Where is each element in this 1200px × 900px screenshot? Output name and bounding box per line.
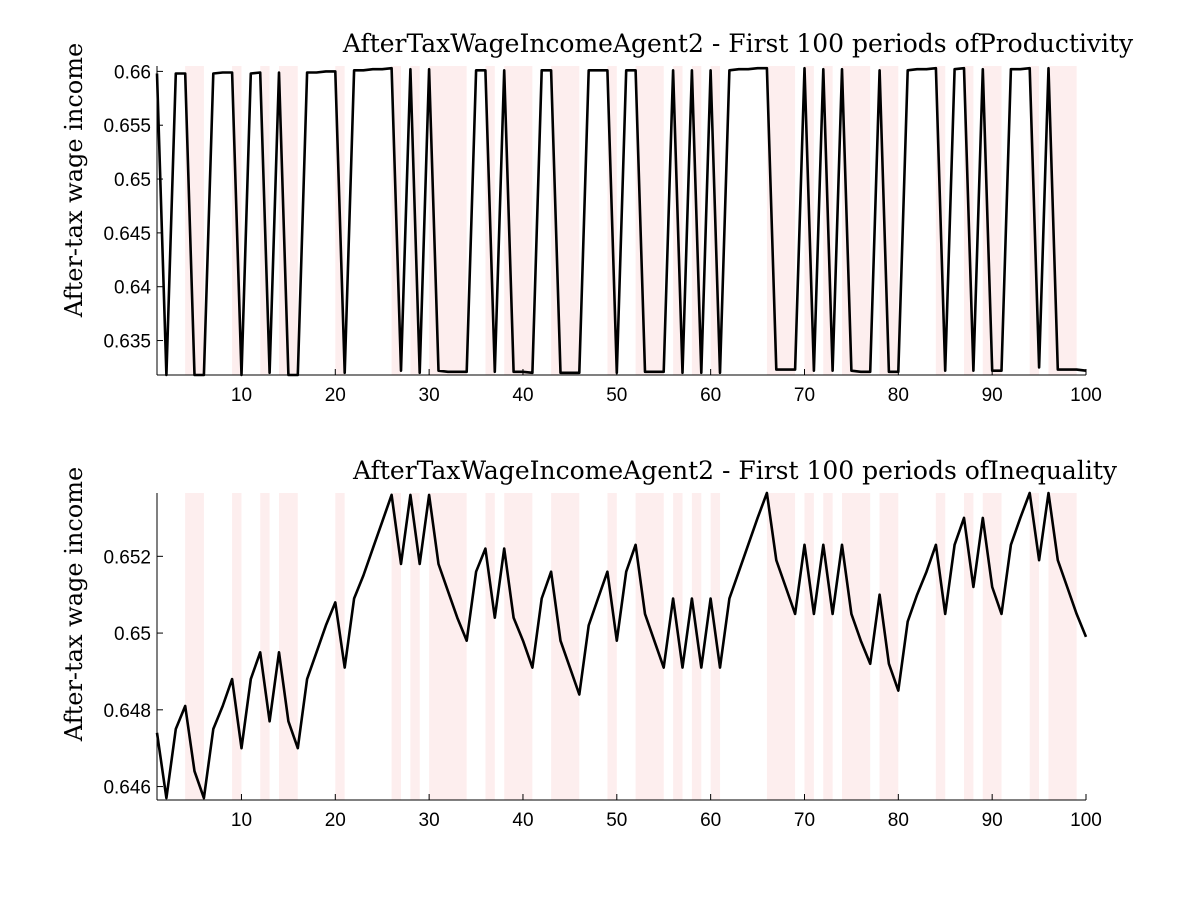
y-tick-label: 0.646 [103, 778, 151, 799]
chart-title: AfterTaxWageIncomeAgent2 - First 100 per… [352, 456, 1118, 485]
shaded-period-band [842, 493, 871, 800]
shaded-period-band [410, 493, 420, 800]
shaded-period-band [823, 493, 833, 800]
shaded-period-band [879, 66, 899, 375]
shaded-period-band [691, 493, 702, 800]
x-tick-label: 50 [606, 385, 627, 406]
axes: 10 20 30 40 50 60 70 80 90 100 0.646 0.648 0.65 0.652 [103, 493, 1102, 831]
shaded-period-band [485, 493, 495, 800]
x-tick-label: 100 [1070, 810, 1102, 831]
x-tick-label: 70 [794, 810, 815, 831]
y-tick-label: 0.65 [114, 170, 151, 191]
shaded-period-band [879, 493, 899, 800]
x-tick-label: 90 [982, 385, 1003, 406]
shaded-period-band [232, 493, 242, 800]
x-tick-label: 40 [512, 385, 533, 406]
y-tick-label: 0.66 [114, 62, 151, 83]
series-layer [155, 66, 1087, 377]
shaded-period-band [1029, 493, 1040, 800]
shaded-period-band [185, 493, 204, 800]
shaded-period-band [710, 493, 721, 800]
x-tick-label: 40 [512, 810, 533, 831]
shaded-period-band [335, 493, 345, 800]
series-line [155, 491, 1088, 800]
x-tick-label: 30 [419, 810, 440, 831]
series-layer [155, 491, 1088, 800]
y-tick-label: 0.648 [103, 701, 151, 722]
x-tick-label: 20 [325, 385, 346, 406]
shaded-period-band [185, 66, 204, 375]
shaded-period-band [673, 493, 683, 800]
axes: 10 20 30 40 50 60 70 80 90 100 0.635 0.64 0.645 0.65 0… [103, 62, 1101, 406]
x-tick-label: 60 [700, 810, 721, 831]
x-tick-label: 90 [982, 810, 1003, 831]
shaded-period-band [635, 493, 664, 800]
shaded-period-band [964, 493, 974, 800]
inequality-panel: AfterTaxWageIncomeAgent2 - First 100 per… [60, 456, 1118, 831]
shaded-period-band [935, 493, 946, 800]
x-tick-label: 60 [700, 385, 721, 406]
x-tick-label: 30 [419, 385, 440, 406]
series-line [155, 66, 1087, 377]
shaded-period-band [982, 493, 1002, 800]
x-tick-label: 100 [1070, 385, 1102, 406]
shaded-period-band [804, 493, 814, 800]
shaded-period-band [278, 493, 298, 800]
shaded-period-band [766, 493, 796, 800]
x-tick-label: 80 [888, 810, 909, 831]
shaded-period-band [982, 66, 1002, 375]
shaded-period-band [260, 493, 270, 800]
shaded-period-band [607, 493, 617, 800]
x-tick-label: 10 [231, 385, 252, 406]
shaded-period-band [391, 493, 401, 800]
y-tick-label: 0.635 [103, 332, 151, 353]
y-axis-label: After-tax wage income [60, 43, 88, 318]
x-tick-label: 50 [606, 810, 627, 831]
shaded-period-band [504, 493, 533, 800]
x-tick-label: 70 [794, 385, 815, 406]
chart-title: AfterTaxWageIncomeAgent2 - First 100 per… [342, 29, 1134, 58]
y-tick-label: 0.64 [114, 278, 151, 299]
x-tick-label: 10 [231, 810, 252, 831]
y-tick-label: 0.65 [114, 624, 151, 645]
y-tick-label: 0.655 [103, 116, 151, 137]
productivity-panel: AfterTaxWageIncomeAgent2 - First 100 per… [60, 29, 1134, 406]
shaded-period-band [1048, 493, 1077, 800]
x-tick-label: 80 [888, 385, 909, 406]
y-axis-label: After-tax wage income [60, 467, 88, 742]
x-tick-label: 20 [325, 810, 346, 831]
shaded-period-band [551, 493, 580, 800]
shaded-period-band [429, 66, 467, 375]
shaded-period-band [278, 66, 298, 375]
y-tick-label: 0.652 [103, 547, 151, 568]
y-tick-label: 0.645 [103, 224, 151, 245]
